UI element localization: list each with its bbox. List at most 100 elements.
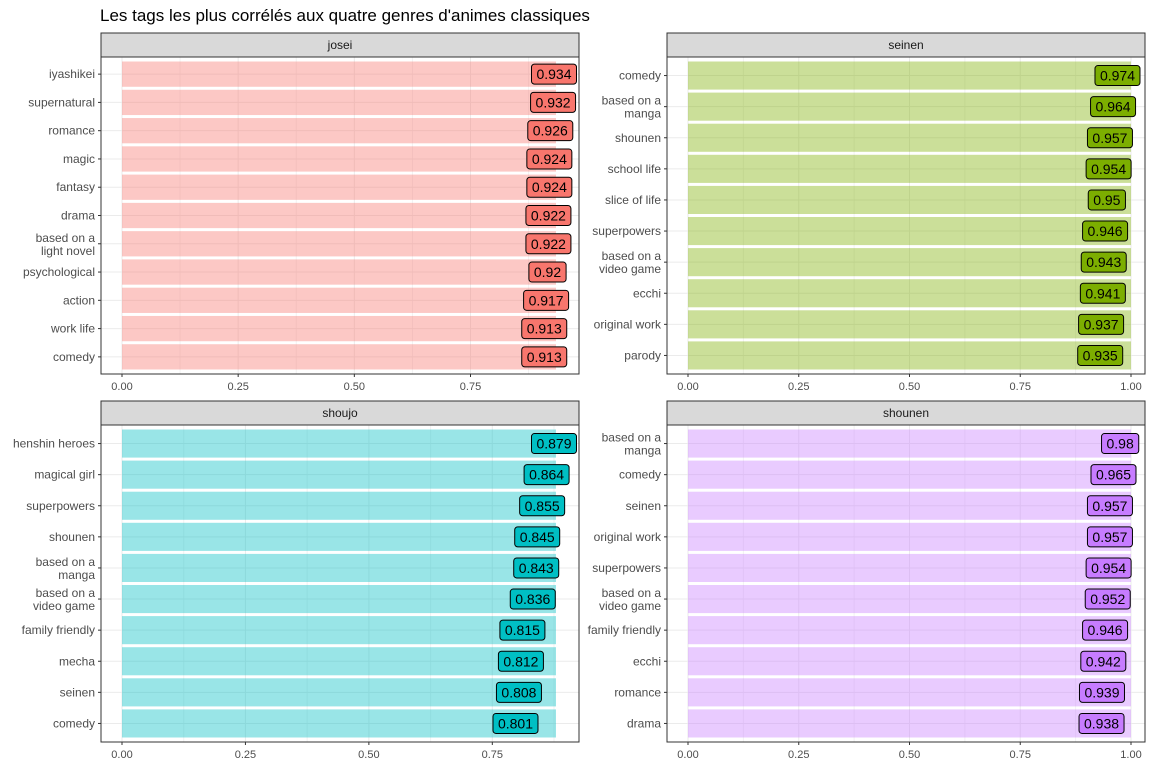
bar [122,231,550,256]
facet-panel-shoujo: shoujo 0.879 henshin heroes 0.864 magical gi… [13,400,580,761]
data-label: 0.935 [1083,347,1118,363]
bar [688,678,1104,706]
y-tick-label: drama [61,209,95,223]
plot-area [667,425,1145,742]
bar [688,310,1103,338]
data-label-box [509,588,556,610]
y-tick-label: romance [614,685,661,699]
y-tick-label: slice of life [605,193,661,207]
data-label: 0.946 [1088,223,1123,239]
data-label-box [521,346,568,368]
y-tick-label: ecchi [633,654,661,668]
panel-border [100,424,580,743]
bar-background [688,616,1131,645]
bar-background [688,185,1131,214]
y-tick-label: work life [50,322,95,336]
bar-background [122,202,556,229]
data-label-box [1085,557,1132,579]
y-tick-label: school life [608,162,662,176]
data-label: 0.843 [519,560,554,576]
bar-background [688,709,1131,738]
bar-background [688,522,1131,551]
bar-background [688,310,1131,339]
data-label-box [1101,433,1140,455]
x-tick-label: 0.50 [358,749,379,761]
y-tick-label: based on a light novel [36,231,96,258]
bar [122,203,550,228]
data-label: 0.924 [532,151,567,167]
data-label: 0.939 [1084,684,1119,700]
bar [122,523,539,551]
bar [688,616,1107,644]
data-label-box [1078,313,1125,335]
data-label: 0.92 [534,264,561,280]
bar-background [688,341,1131,370]
y-tick-label: family friendly [588,623,661,637]
x-tick-label: 0.25 [235,749,256,761]
data-label-box [497,650,544,672]
bar [122,344,546,369]
data-label: 0.845 [520,529,555,545]
bar-background [688,61,1131,90]
plot-area [667,57,1145,374]
data-label: 0.864 [529,467,564,483]
data-label-box [1086,495,1133,517]
bar [688,430,1122,458]
facet-panel-josei: josei 0.934 iyashikei 0.932 supernatural 0.92… [23,32,580,393]
bar [122,259,549,284]
bar-background [122,616,556,645]
data-label: 0.952 [1090,591,1125,607]
data-label: 0.815 [505,622,540,638]
bar [122,647,523,675]
y-tick-label: superpowers [592,224,661,238]
y-tick-label: psychological [23,265,95,279]
data-label: 0.932 [536,94,571,110]
y-tick-label: comedy [619,69,661,83]
bar-background [688,491,1131,520]
data-label: 0.808 [501,684,536,700]
data-label-box [531,63,577,85]
data-label-box [513,557,560,579]
bar-background [122,709,556,738]
facet-panel-seinen: seinen 0.974 comedy 0.964 based on a manga 0.9… [592,32,1146,393]
data-label: 0.957 [1092,130,1127,146]
chart-title: Les tags les plus corrélés aux quatre ge… [100,6,590,25]
data-label-box [1086,127,1133,149]
bar [688,217,1107,245]
facet-strip [666,32,1146,58]
facet-strip [100,400,580,426]
bar-background [122,118,556,144]
x-tick-label: 0.00 [111,381,132,393]
bar [122,316,546,341]
data-label-box [1086,526,1133,548]
y-tick-label: shounen [49,530,95,544]
data-label: 0.954 [1091,560,1126,576]
data-label: 0.879 [536,436,571,452]
bar-background [122,460,556,489]
data-label: 0.812 [503,653,538,669]
x-tick-label: 1.00 [1120,381,1141,393]
bar-background [122,678,556,707]
bar [122,554,538,582]
data-label-box [1080,650,1127,672]
data-label-box [1078,681,1125,703]
bar-background [688,553,1131,582]
y-tick-label: original work [594,317,662,331]
y-tick-label: comedy [53,716,95,730]
data-label: 0.98 [1107,436,1134,452]
x-tick-label: 0.75 [1010,381,1031,393]
y-tick-label: based on a manga [602,94,662,121]
data-label-box [1080,251,1127,273]
bar-background [122,647,556,676]
bar-background [122,585,556,614]
data-label-box [523,289,570,311]
facet-strip-label: shoujo [322,406,358,420]
data-label-box [527,120,574,142]
y-tick-label: shounen [615,131,661,145]
y-tick-label: parody [624,348,661,362]
x-tick-label: 0.25 [227,381,248,393]
data-label: 0.942 [1086,653,1121,669]
bar [122,585,535,613]
y-tick-label: original work [594,530,662,544]
data-label-box [523,464,570,486]
